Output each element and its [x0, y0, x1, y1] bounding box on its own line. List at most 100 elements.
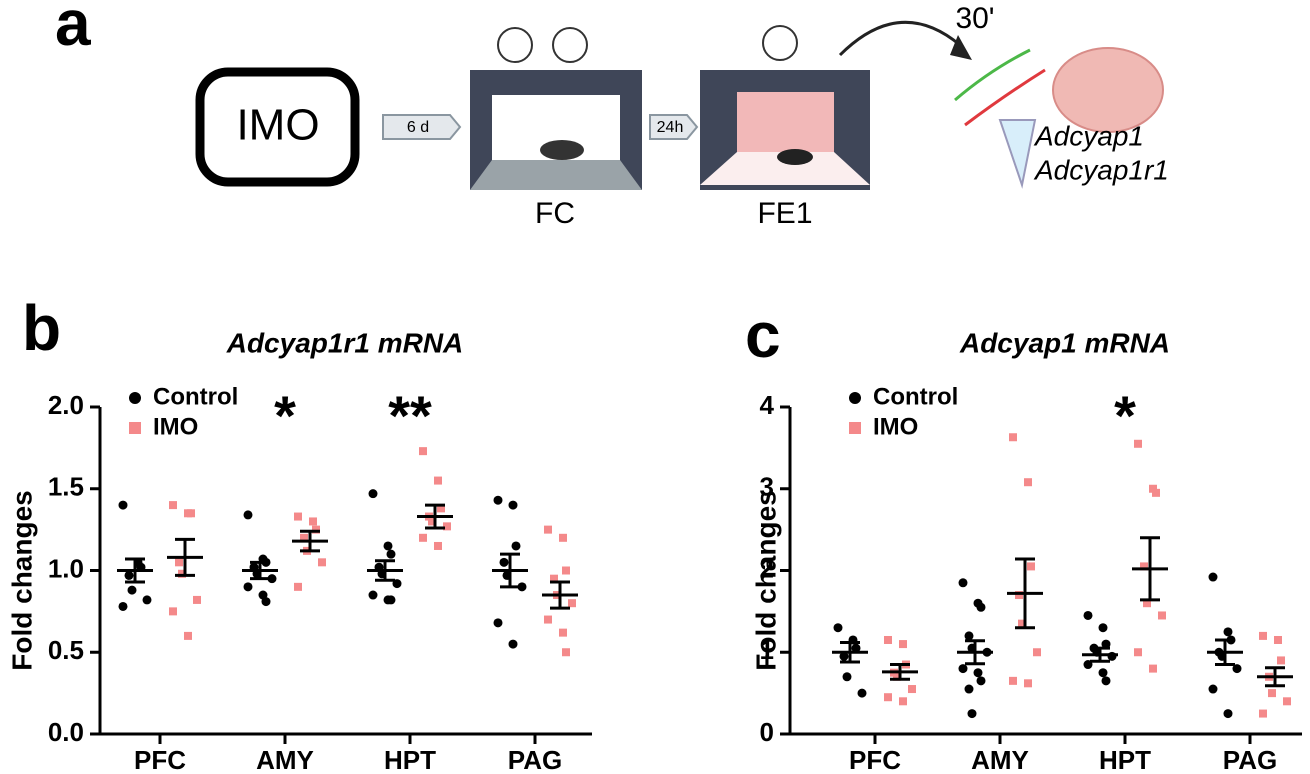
y-tick-label: 1.0	[48, 553, 84, 583]
data-point	[1098, 668, 1108, 678]
data-point	[1143, 599, 1151, 608]
y-tick-label: 0.5	[48, 635, 84, 665]
x-tick-label: HPT	[1099, 745, 1151, 774]
data-point	[857, 688, 867, 698]
data-point	[899, 640, 907, 649]
data-point	[967, 709, 977, 719]
legend-marker	[849, 422, 861, 434]
data-point	[368, 489, 378, 499]
y-tick-label: 2	[760, 553, 774, 583]
data-point	[1283, 697, 1291, 706]
data-point	[1274, 635, 1282, 644]
data-point	[517, 582, 527, 592]
significance: **	[388, 384, 432, 447]
y-tick-label: 1.5	[48, 472, 84, 502]
data-point	[976, 602, 986, 612]
legend-marker	[129, 422, 141, 434]
data-point	[386, 549, 396, 559]
data-point	[1024, 478, 1032, 487]
y-tick-label: 4	[760, 390, 775, 420]
data-point	[562, 648, 570, 657]
data-point	[169, 501, 177, 510]
data-point	[187, 509, 195, 518]
sound-icon	[762, 25, 798, 61]
data-point	[1223, 627, 1233, 637]
y-tick-label: 3	[760, 472, 774, 502]
chart-title: Adcyap1 mRNA	[959, 327, 1170, 358]
data-point	[958, 578, 968, 588]
rna	[964, 68, 1046, 127]
data-point	[964, 684, 974, 694]
data-point	[1277, 656, 1285, 665]
chamber-inside	[492, 95, 620, 160]
data-point	[1009, 676, 1017, 685]
data-point	[499, 557, 509, 567]
data-point	[443, 522, 451, 531]
data-point	[839, 651, 849, 661]
floor	[700, 152, 870, 185]
data-point	[386, 595, 396, 605]
data-point	[318, 558, 326, 567]
data-point	[434, 541, 442, 550]
data-point	[568, 599, 576, 608]
data-point	[1098, 623, 1108, 633]
data-point	[899, 697, 907, 706]
interval: 24h	[657, 119, 684, 136]
data-point	[1101, 639, 1111, 649]
data-point	[1033, 648, 1041, 657]
y-tick-label: 1	[760, 635, 774, 665]
imo-label: IMO	[236, 101, 319, 150]
data-point	[1208, 684, 1218, 694]
data-point	[508, 639, 518, 649]
mouse	[540, 140, 584, 160]
time-label: 30'	[955, 2, 994, 35]
data-point	[1015, 591, 1023, 600]
x-tick-label: HPT	[384, 745, 436, 774]
data-point	[493, 495, 503, 505]
chart-title: Adcyap1r1 mRNA	[226, 327, 464, 358]
data-point	[169, 607, 177, 616]
shock-icon	[552, 27, 588, 63]
significance: *	[1114, 384, 1136, 447]
y-axis-label: Fold changes	[6, 490, 37, 670]
data-point	[118, 601, 128, 611]
data-point	[1027, 562, 1035, 571]
y-axis-label: Fold changes	[750, 490, 781, 670]
data-point	[127, 585, 137, 595]
data-point	[419, 447, 427, 456]
tube	[998, 119, 1037, 189]
x-tick-label: PFC	[134, 745, 186, 774]
data-point	[562, 566, 570, 575]
data-point	[437, 504, 445, 513]
mouse	[777, 149, 813, 165]
data-point	[368, 590, 378, 600]
data-point	[142, 595, 152, 605]
legend-label: Control	[153, 383, 238, 410]
stage-label: FE1	[757, 197, 812, 230]
data-point	[884, 693, 892, 702]
data-point	[309, 517, 317, 526]
y-tick-label: 0	[760, 717, 774, 747]
y-tick-label: 2.0	[48, 390, 84, 420]
data-point	[958, 664, 968, 674]
brain-slice	[1052, 47, 1164, 133]
data-point	[178, 569, 186, 578]
arrow	[382, 114, 462, 140]
data-point	[884, 635, 892, 644]
data-point	[559, 533, 567, 542]
data-point	[1158, 611, 1166, 620]
interval: 6 d	[407, 119, 429, 136]
x-tick-label: PAG	[508, 745, 562, 774]
data-point	[1259, 709, 1267, 718]
data-point	[294, 512, 302, 521]
data-point	[508, 500, 518, 510]
x-tick-label: AMY	[971, 745, 1029, 774]
data-point	[1149, 664, 1157, 673]
data-point	[1208, 572, 1218, 582]
arrowhead	[950, 35, 972, 60]
gene-label: Adcyap1	[1033, 120, 1144, 151]
data-point	[973, 668, 983, 678]
legend-marker	[129, 392, 141, 404]
rna	[954, 48, 1031, 102]
